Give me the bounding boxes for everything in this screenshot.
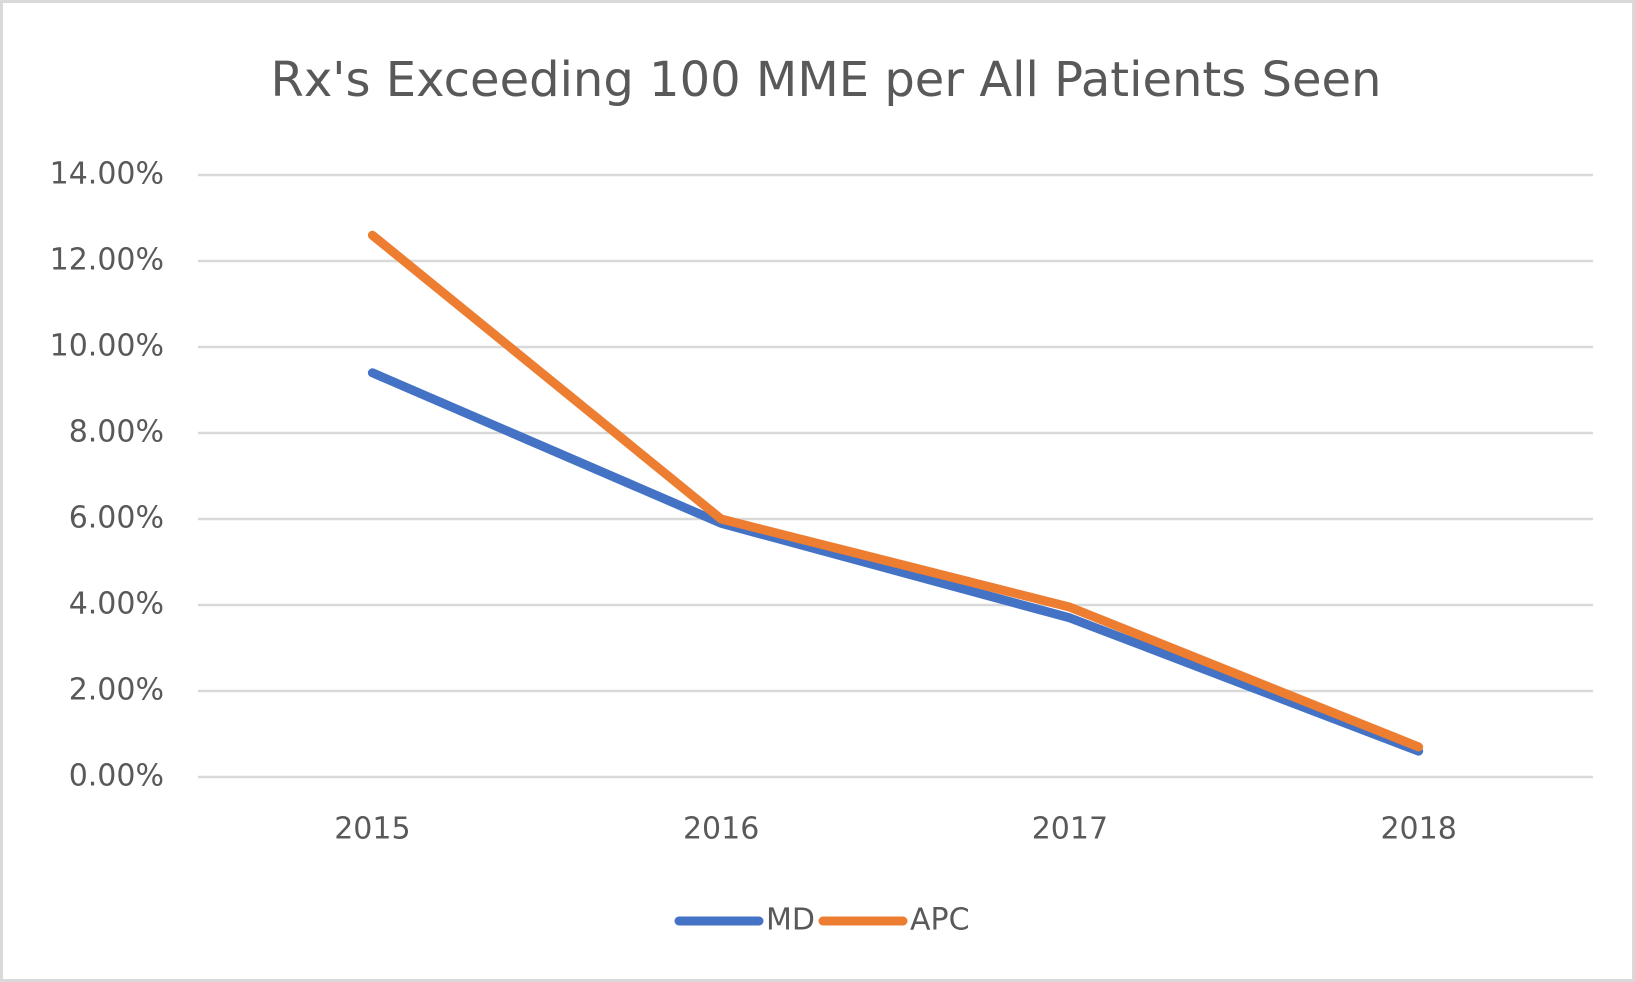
y-tick-label: 8.00% <box>69 415 164 450</box>
x-tick-label: 2015 <box>334 812 410 847</box>
x-tick-label: 2017 <box>1032 812 1108 847</box>
y-tick-label: 4.00% <box>69 587 164 622</box>
legend-label: APC <box>910 903 970 938</box>
y-tick-label: 6.00% <box>69 501 164 536</box>
x-tick-label: 2018 <box>1380 812 1456 847</box>
y-tick-label: 14.00% <box>50 157 164 192</box>
chart-title: Rx's Exceeding 100 MME per All Patients … <box>271 52 1382 108</box>
line-series <box>367 368 1424 756</box>
y-tick-label: 0.00% <box>69 759 164 794</box>
x-tick-label: 2016 <box>683 812 759 847</box>
line-series <box>367 230 1424 752</box>
y-tick-label: 2.00% <box>69 673 164 708</box>
y-tick-label: 12.00% <box>50 243 164 278</box>
y-tick-label: 10.00% <box>50 329 164 364</box>
legend-label: MD <box>766 903 815 938</box>
